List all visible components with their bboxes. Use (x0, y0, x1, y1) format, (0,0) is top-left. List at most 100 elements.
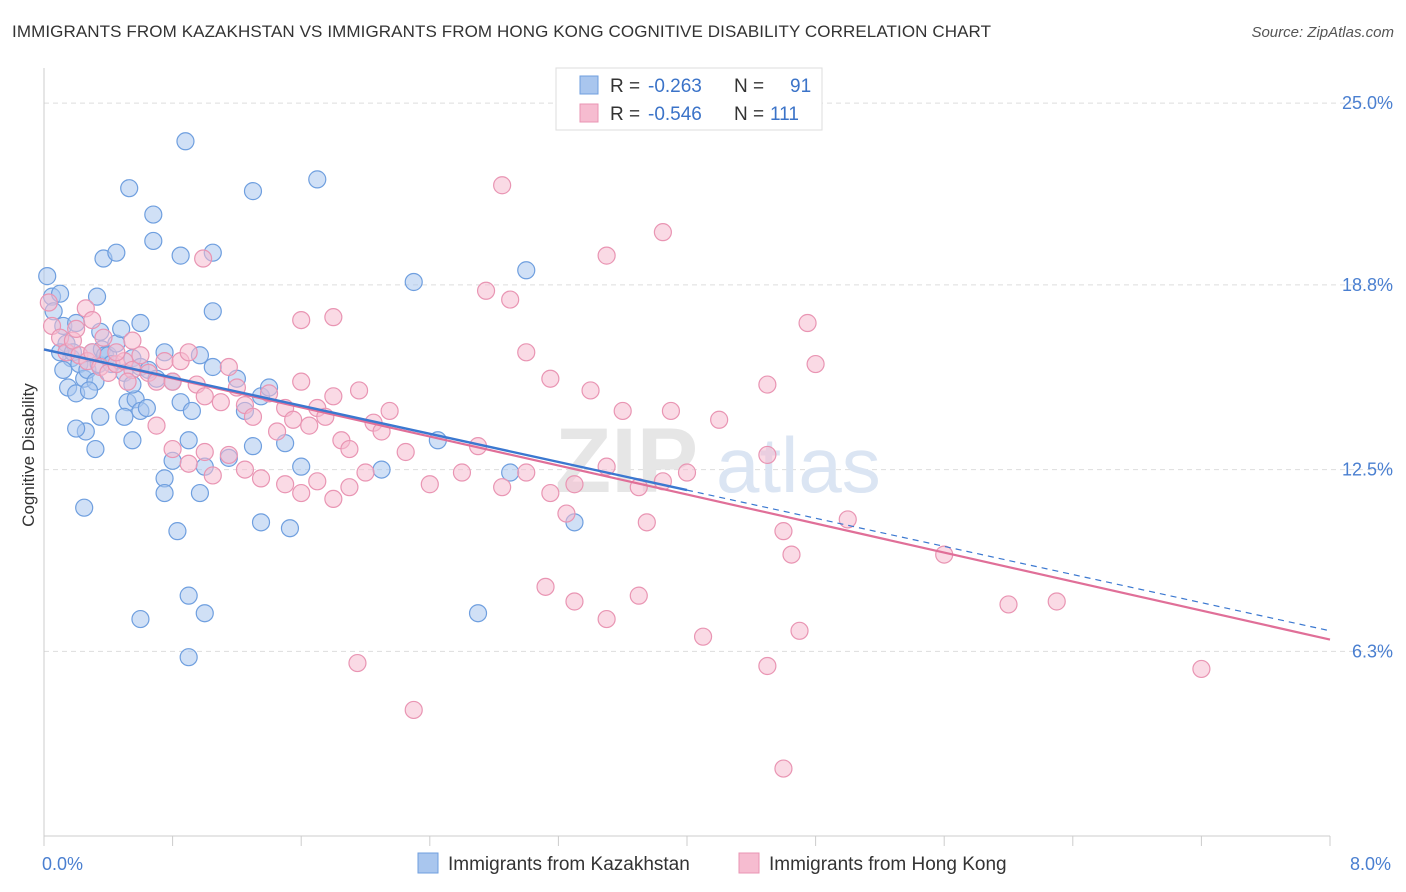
bottom-legend-label-hongkong: Immigrants from Hong Kong (769, 854, 1007, 875)
legend-r-label-1: R = (610, 76, 640, 97)
pts-blue-point-63 (243, 437, 263, 456)
pts-pink-point-77 (838, 510, 857, 529)
trend-lines (43, 348, 1331, 641)
legend-n-value-2: 111 (770, 104, 799, 125)
pts-blue-point-48 (120, 179, 139, 198)
legend-n-value-1: 91 (790, 76, 811, 97)
trend-line-kazakhstan (43, 348, 688, 492)
pts-pink-point-37 (284, 410, 303, 429)
pts-pink-point-108 (1192, 659, 1211, 679)
pts-blue-point-76 (168, 522, 187, 541)
pts-blue-point-33 (182, 401, 201, 421)
pts-pink-point-57 (276, 475, 295, 494)
legend-r-label-2: R = (610, 104, 640, 125)
correlation-legend: R = -0.263 N = 91 R = -0.546 N = 111 (555, 67, 823, 131)
pts-blue-point-75 (190, 483, 210, 503)
y-tick-label-0: 6.3% (1352, 641, 1393, 661)
pts-pink-point-88 (613, 401, 632, 421)
bottom-legend-label-kazakhstan: Immigrants from Kazakhstan (448, 854, 690, 875)
y-axis-title: Cognitive Disability (19, 383, 38, 527)
pts-pink-point-18 (107, 343, 126, 362)
pts-pink-point-61 (340, 478, 359, 497)
pts-pink-point-42 (324, 387, 343, 406)
pts-pink-point-100 (349, 381, 369, 400)
pts-blue-point-46 (144, 231, 163, 251)
pts-blue-point-25 (112, 319, 131, 338)
chart-title: IMMIGRANTS FROM KAZAKHSTAN VS IMMIGRANTS… (12, 22, 992, 41)
pts-blue-point-89 (179, 648, 198, 667)
pts-pink-point-64 (452, 463, 472, 482)
pts-blue-point-78 (280, 519, 300, 538)
pts-pink-point-93 (798, 313, 817, 333)
pts-blue-point-53 (203, 302, 222, 321)
pts-blue-point-50 (176, 132, 195, 151)
pts-blue-point-60 (179, 431, 198, 450)
bottom-legend-swatch-hongkong (738, 852, 760, 874)
pts-pink-point-84 (517, 343, 536, 362)
pts-pink-point-33 (243, 407, 263, 426)
pts-pink-point-91 (758, 375, 777, 394)
pts-blue-point-45 (171, 246, 190, 265)
pts-pink-point-89 (661, 401, 681, 421)
pts-pink-point-54 (219, 445, 238, 465)
pts-blue-point-83 (517, 261, 536, 280)
series-hongkong-points (39, 176, 1211, 778)
legend-swatch-hongkong (579, 103, 599, 123)
y-tick-labels: 6.3% 12.5% 18.8% 25.0% (1342, 93, 1393, 661)
pts-blue-point-72 (67, 419, 86, 438)
pts-pink-point-20 (123, 331, 142, 350)
pts-pink-point-76 (782, 545, 801, 564)
pts-pink-point-98 (292, 310, 311, 330)
pts-pink-point-55 (235, 460, 255, 479)
pts-pink-point-60 (324, 489, 343, 509)
legend-box (555, 67, 823, 131)
pts-blue-point-49 (243, 182, 263, 201)
pts-pink-point-73 (677, 463, 697, 482)
pts-pink-point-63 (420, 475, 439, 494)
pts-blue-point-55 (203, 357, 222, 377)
pts-pink-point-39 (300, 416, 319, 435)
pts-pink-point-58 (292, 483, 311, 503)
pts-pink-point-45 (356, 463, 375, 482)
pts-pink-point-104 (597, 609, 616, 629)
pts-blue-point-37 (137, 398, 156, 418)
pts-blue-point-79 (372, 460, 391, 479)
pts-pink-point-102 (565, 592, 584, 611)
pts-pink-point-85 (476, 281, 496, 300)
trend-line-hongkong (43, 348, 1331, 641)
pts-pink-point-19 (118, 372, 137, 391)
pts-pink-point-83 (541, 369, 560, 388)
pts-blue-point-44 (107, 243, 126, 262)
pts-pink-point-97 (194, 249, 213, 268)
pts-pink-point-38 (292, 372, 311, 391)
pts-pink-point-107 (758, 656, 777, 676)
pts-pink-point-0 (39, 293, 58, 312)
watermark-zip: ZIP (555, 410, 698, 512)
pts-pink-point-74 (758, 445, 777, 465)
pts-blue-point-71 (86, 439, 105, 459)
pts-pink-point-105 (693, 627, 713, 646)
pts-pink-point-75 (774, 522, 793, 541)
pts-pink-point-44 (340, 439, 359, 459)
pts-pink-point-99 (324, 308, 343, 327)
x-ticks (43, 836, 1331, 846)
pts-blue-point-74 (155, 483, 174, 503)
pts-pink-point-69 (565, 475, 584, 494)
pts-pink-point-48 (380, 401, 399, 421)
pts-pink-point-95 (653, 223, 672, 242)
x-tick-label-min: 0.0% (42, 854, 83, 874)
pts-pink-point-110 (404, 700, 423, 720)
pts-pink-point-14 (67, 319, 86, 338)
y-tick-label-1: 12.5% (1342, 460, 1393, 480)
pts-pink-point-28 (195, 387, 214, 406)
pts-blue-point-47 (144, 205, 163, 224)
pts-pink-point-80 (999, 595, 1018, 614)
pts-blue-point-77 (251, 513, 271, 532)
pts-blue-point-85 (292, 457, 311, 476)
pts-blue-point-41 (87, 287, 107, 306)
pts-blue-point-9 (54, 360, 73, 380)
pts-blue-point-18 (79, 381, 99, 400)
pts-pink-point-35 (267, 422, 287, 441)
pts-pink-point-26 (179, 343, 198, 362)
